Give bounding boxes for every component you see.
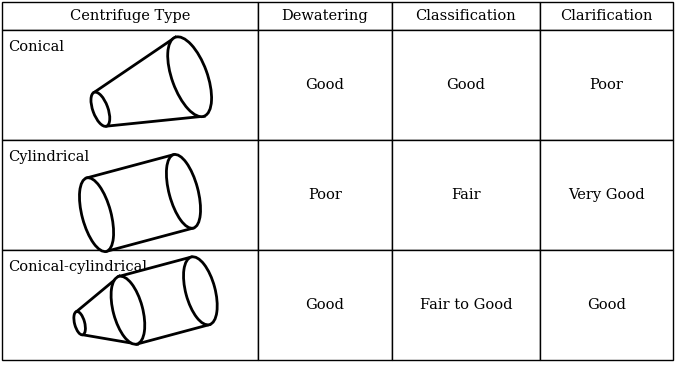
- Bar: [258, 250, 392, 360]
- Bar: [540, 2, 673, 30]
- Bar: [2, 30, 258, 140]
- Bar: [392, 30, 540, 140]
- Bar: [258, 140, 392, 250]
- Text: Poor: Poor: [308, 188, 342, 202]
- Bar: [392, 250, 540, 360]
- Text: Fair: Fair: [451, 188, 481, 202]
- Text: Clarification: Clarification: [560, 9, 653, 23]
- Ellipse shape: [111, 276, 144, 344]
- Bar: [392, 2, 540, 30]
- Ellipse shape: [91, 92, 110, 126]
- Bar: [2, 140, 258, 250]
- Text: Cylindrical: Cylindrical: [8, 150, 89, 164]
- Text: Fair to Good: Fair to Good: [420, 298, 512, 312]
- Text: Good: Good: [447, 78, 485, 92]
- Text: Good: Good: [306, 298, 344, 312]
- Bar: [540, 30, 673, 140]
- Polygon shape: [76, 276, 137, 344]
- Bar: [258, 30, 392, 140]
- Text: Classification: Classification: [416, 9, 516, 23]
- Text: Poor: Poor: [589, 78, 624, 92]
- Ellipse shape: [74, 311, 86, 335]
- Text: Dewatering: Dewatering: [281, 9, 369, 23]
- Bar: [540, 140, 673, 250]
- Polygon shape: [95, 37, 204, 126]
- Polygon shape: [119, 257, 209, 344]
- Ellipse shape: [184, 257, 217, 325]
- Text: Good: Good: [587, 298, 626, 312]
- Ellipse shape: [80, 178, 113, 251]
- Bar: [2, 2, 258, 30]
- Ellipse shape: [167, 154, 200, 228]
- Bar: [392, 140, 540, 250]
- Text: Very Good: Very Good: [568, 188, 645, 202]
- Bar: [540, 250, 673, 360]
- Text: Centrifuge Type: Centrifuge Type: [70, 9, 190, 23]
- Bar: [258, 2, 392, 30]
- Bar: [2, 250, 258, 360]
- Ellipse shape: [167, 37, 211, 117]
- Text: Good: Good: [306, 78, 344, 92]
- Polygon shape: [86, 155, 193, 251]
- Text: Conical-cylindrical: Conical-cylindrical: [8, 260, 147, 274]
- Text: Conical: Conical: [8, 40, 64, 54]
